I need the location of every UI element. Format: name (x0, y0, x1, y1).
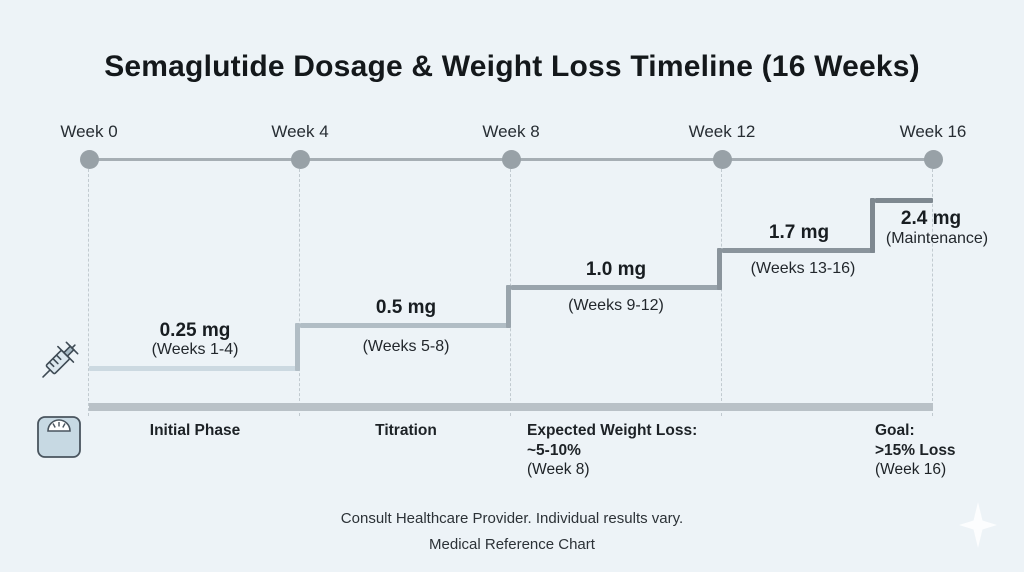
dose-period-label: (Weeks 1-4) (151, 341, 239, 358)
sparkle-icon (957, 500, 999, 555)
week-tick-label: Week 16 (899, 122, 967, 141)
dose-step-riser (506, 284, 511, 328)
phase-text: Titration (375, 422, 437, 439)
dose-step-segment (89, 365, 300, 371)
dose-period-label: (Maintenance) (885, 230, 989, 247)
dose-step-riser (869, 197, 875, 253)
phase-text: >15% Loss (875, 441, 956, 459)
dose-label: 0.5 mg (375, 297, 437, 318)
dashed-guide-line (299, 164, 300, 416)
chart-type-text: Medical Reference Chart (429, 536, 595, 553)
phase-text: Initial Phase (149, 422, 241, 439)
timeline-dot (712, 150, 732, 169)
dose-step-riser (717, 247, 722, 290)
dose-step-segment (300, 323, 511, 328)
dashed-guide-line (721, 164, 722, 416)
dose-step-riser (295, 323, 300, 371)
weight-scale-icon (36, 415, 82, 464)
phase-text: Expected Weight Loss: (527, 422, 698, 439)
week-tick-label: Week 4 (271, 122, 329, 141)
dose-step-segment (722, 247, 875, 253)
dose-label: 2.4 mg (900, 208, 962, 229)
timeline-dot (290, 150, 310, 169)
page-title: Semaglutide Dosage & Weight Loss Timelin… (104, 50, 920, 83)
timeline-dot (501, 150, 521, 169)
dose-label: 0.25 mg (159, 320, 231, 341)
dashed-guide-line (88, 164, 89, 416)
dashed-guide-line (932, 164, 933, 416)
dose-step-segment (874, 197, 933, 203)
dose-step-segment (511, 284, 722, 290)
dose-period-label: (Weeks 5-8) (362, 338, 450, 355)
phase-text: Goal: (875, 422, 915, 439)
week-tick-label: Week 0 (60, 122, 118, 141)
phase-text: ~5-10% (527, 441, 581, 459)
dose-period-label: (Weeks 13-16) (750, 260, 856, 277)
phase-text: (Week 8) (527, 461, 590, 478)
week-tick-label: Week 12 (688, 122, 756, 141)
week-tick-label: Week 8 (482, 122, 540, 141)
phase-baseline-bar (89, 403, 933, 411)
timeline-dot (923, 150, 943, 169)
phase-label-goal: Goal: >15% Loss (Week 16) (875, 421, 956, 480)
dose-period-label: (Weeks 9-12) (568, 297, 664, 314)
timeline-dot (79, 150, 99, 169)
disclaimer-text: Consult Healthcare Provider. Individual … (340, 510, 684, 527)
phase-label-weight-loss: Expected Weight Loss: ~5-10% (Week 8) (527, 421, 697, 480)
phase-label-initial: Initial Phase (150, 421, 240, 441)
dose-label: 1.7 mg (768, 222, 830, 243)
syringe-icon (34, 332, 86, 395)
phase-label-titration: Titration (375, 421, 437, 441)
phase-text: (Week 16) (875, 461, 947, 478)
dose-label: 1.0 mg (585, 259, 647, 280)
